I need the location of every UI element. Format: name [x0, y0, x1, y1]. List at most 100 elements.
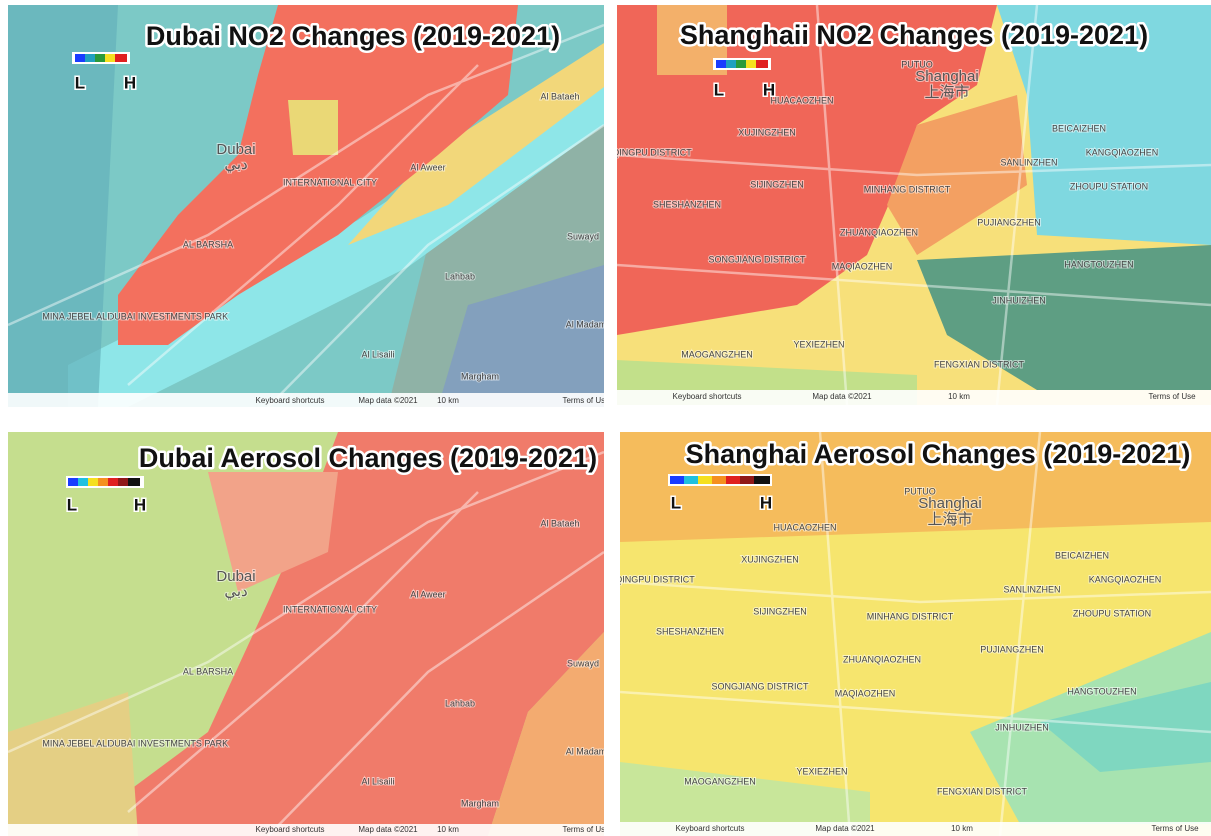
panel-title: Shanghaii NO2 Changes (2019-2021) [680, 20, 1148, 50]
place-label: MINA JEBEL ALI [42, 311, 109, 321]
place-label: DUBAI INVESTMENTS PARK [108, 311, 228, 321]
place-label: DUBAI INVESTMENTS PARK [108, 738, 228, 748]
map-footer-text: Keyboard shortcuts [256, 396, 325, 405]
place-label: Al Lisaili [361, 349, 394, 359]
place-label: INTERNATIONAL CITY [283, 177, 377, 187]
place-label: SHESHANZHEN [656, 626, 724, 636]
place-label: SANLINZHEN [1003, 584, 1060, 594]
legend-high-label: H [134, 495, 146, 514]
legend-swatch [754, 476, 770, 484]
place-label: ZHOUPU STATION [1070, 181, 1148, 191]
map-footer-text: Terms of Use [1148, 392, 1196, 401]
place-label: SHESHANZHEN [653, 199, 721, 209]
legend-swatch [712, 476, 726, 484]
place-label: PUJIANGZHEN [980, 644, 1044, 654]
heat-zone [288, 100, 338, 155]
legend-swatch [726, 60, 736, 68]
map-footer-text: 10 km [948, 392, 970, 401]
heat-zone [348, 43, 604, 245]
legend-swatch [726, 476, 740, 484]
legend-swatch [68, 478, 78, 486]
map-footer-text: Map data ©2021 [815, 824, 875, 833]
place-label: SIJINGZHEN [750, 179, 804, 189]
place-label: Dubai [216, 568, 255, 585]
place-label: YEXIEZHEN [793, 339, 844, 349]
place-label: Margham [461, 798, 499, 808]
legend-swatch [118, 478, 128, 486]
footer-strip [617, 390, 1211, 405]
place-label: QINGPU DISTRICT [615, 574, 695, 584]
panel-title: Dubai Aerosol Changes (2019-2021) [139, 443, 597, 473]
place-label: BEICAIZHEN [1055, 550, 1109, 560]
legend-high-label: H [124, 73, 136, 92]
place-label: AL BARSHA [183, 666, 233, 676]
heat-zone [488, 632, 604, 836]
place-label: ZHUANQIAOZHEN [843, 654, 921, 664]
place-label: SANLINZHEN [1000, 157, 1057, 167]
legend-swatch [684, 476, 698, 484]
place-label: KANGQIAOZHEN [1089, 574, 1162, 584]
legend-swatch [85, 54, 95, 62]
heat-zone [68, 432, 604, 836]
place-label: MAQIAOZHEN [835, 688, 896, 698]
place-label: FENGXIAN DISTRICT [934, 359, 1025, 369]
place-label: YEXIEZHEN [796, 766, 847, 776]
footer-strip [620, 822, 1211, 836]
map-footer-text: Terms of Use [562, 825, 610, 834]
legend-swatch [736, 60, 746, 68]
map-footer-text: Keyboard shortcuts [256, 825, 325, 834]
heat-zone [617, 5, 997, 335]
heat-zone [8, 5, 118, 407]
place-label: QINGPU DISTRICT [612, 147, 692, 157]
footer-strip [8, 824, 604, 836]
place-label: MINHANG DISTRICT [864, 184, 951, 194]
map-footer-text: Map data ©2021 [358, 396, 418, 405]
legend-low-label: L [671, 493, 681, 512]
heat-zone [8, 692, 138, 836]
map-footer-text: Keyboard shortcuts [673, 392, 742, 401]
place-label: JINHUIZHEN [992, 295, 1046, 305]
place-label: ZHUANQIAOZHEN [840, 227, 918, 237]
legend-swatch [756, 60, 768, 68]
place-label: Shanghai [918, 495, 981, 512]
place-label: MAOGANGZHEN [684, 776, 756, 786]
legend-swatch [716, 60, 726, 68]
place-label: HANGTOUZHEN [1067, 686, 1136, 696]
legend-swatch [115, 54, 127, 62]
place-label: HANGTOUZHEN [1064, 259, 1133, 269]
road [8, 23, 604, 407]
legend-swatch [78, 478, 88, 486]
map-footer-text: 10 km [437, 825, 459, 834]
place-label: Al Madam [566, 319, 607, 329]
road [8, 450, 604, 836]
place-label: XUJINGZHEN [741, 554, 799, 564]
place-label: Al Madam [566, 746, 607, 756]
map-footer-text: Map data ©2021 [812, 392, 872, 401]
place-label: MAQIAOZHEN [832, 261, 893, 271]
place-label: ZHOUPU STATION [1073, 608, 1151, 618]
place-label: Suwayd [567, 231, 599, 241]
map-footer-text: 10 km [951, 824, 973, 833]
footer-strip [8, 393, 604, 407]
heat-zone [657, 5, 727, 75]
place-label: JINHUIZHEN [995, 722, 1049, 732]
legend-swatch [98, 478, 108, 486]
legend-swatch [95, 54, 105, 62]
legend-low-label: L [67, 495, 77, 514]
legend-swatch [88, 478, 98, 486]
legend-low-label: L [75, 73, 85, 92]
place-label: Al Bataeh [540, 91, 579, 101]
heat-zone [620, 432, 1211, 542]
place-label: BEICAIZHEN [1052, 123, 1106, 133]
place-label: XUJINGZHEN [738, 127, 796, 137]
place-label: SIJINGZHEN [753, 606, 807, 616]
place-label: SONGJIANG DISTRICT [711, 681, 809, 691]
panel-title: Shanghai Aerosol Changes (2019-2021) [686, 439, 1191, 469]
heat-zone [917, 245, 1211, 390]
heat-zone [1040, 682, 1211, 772]
place-label: PUJIANGZHEN [977, 217, 1041, 227]
